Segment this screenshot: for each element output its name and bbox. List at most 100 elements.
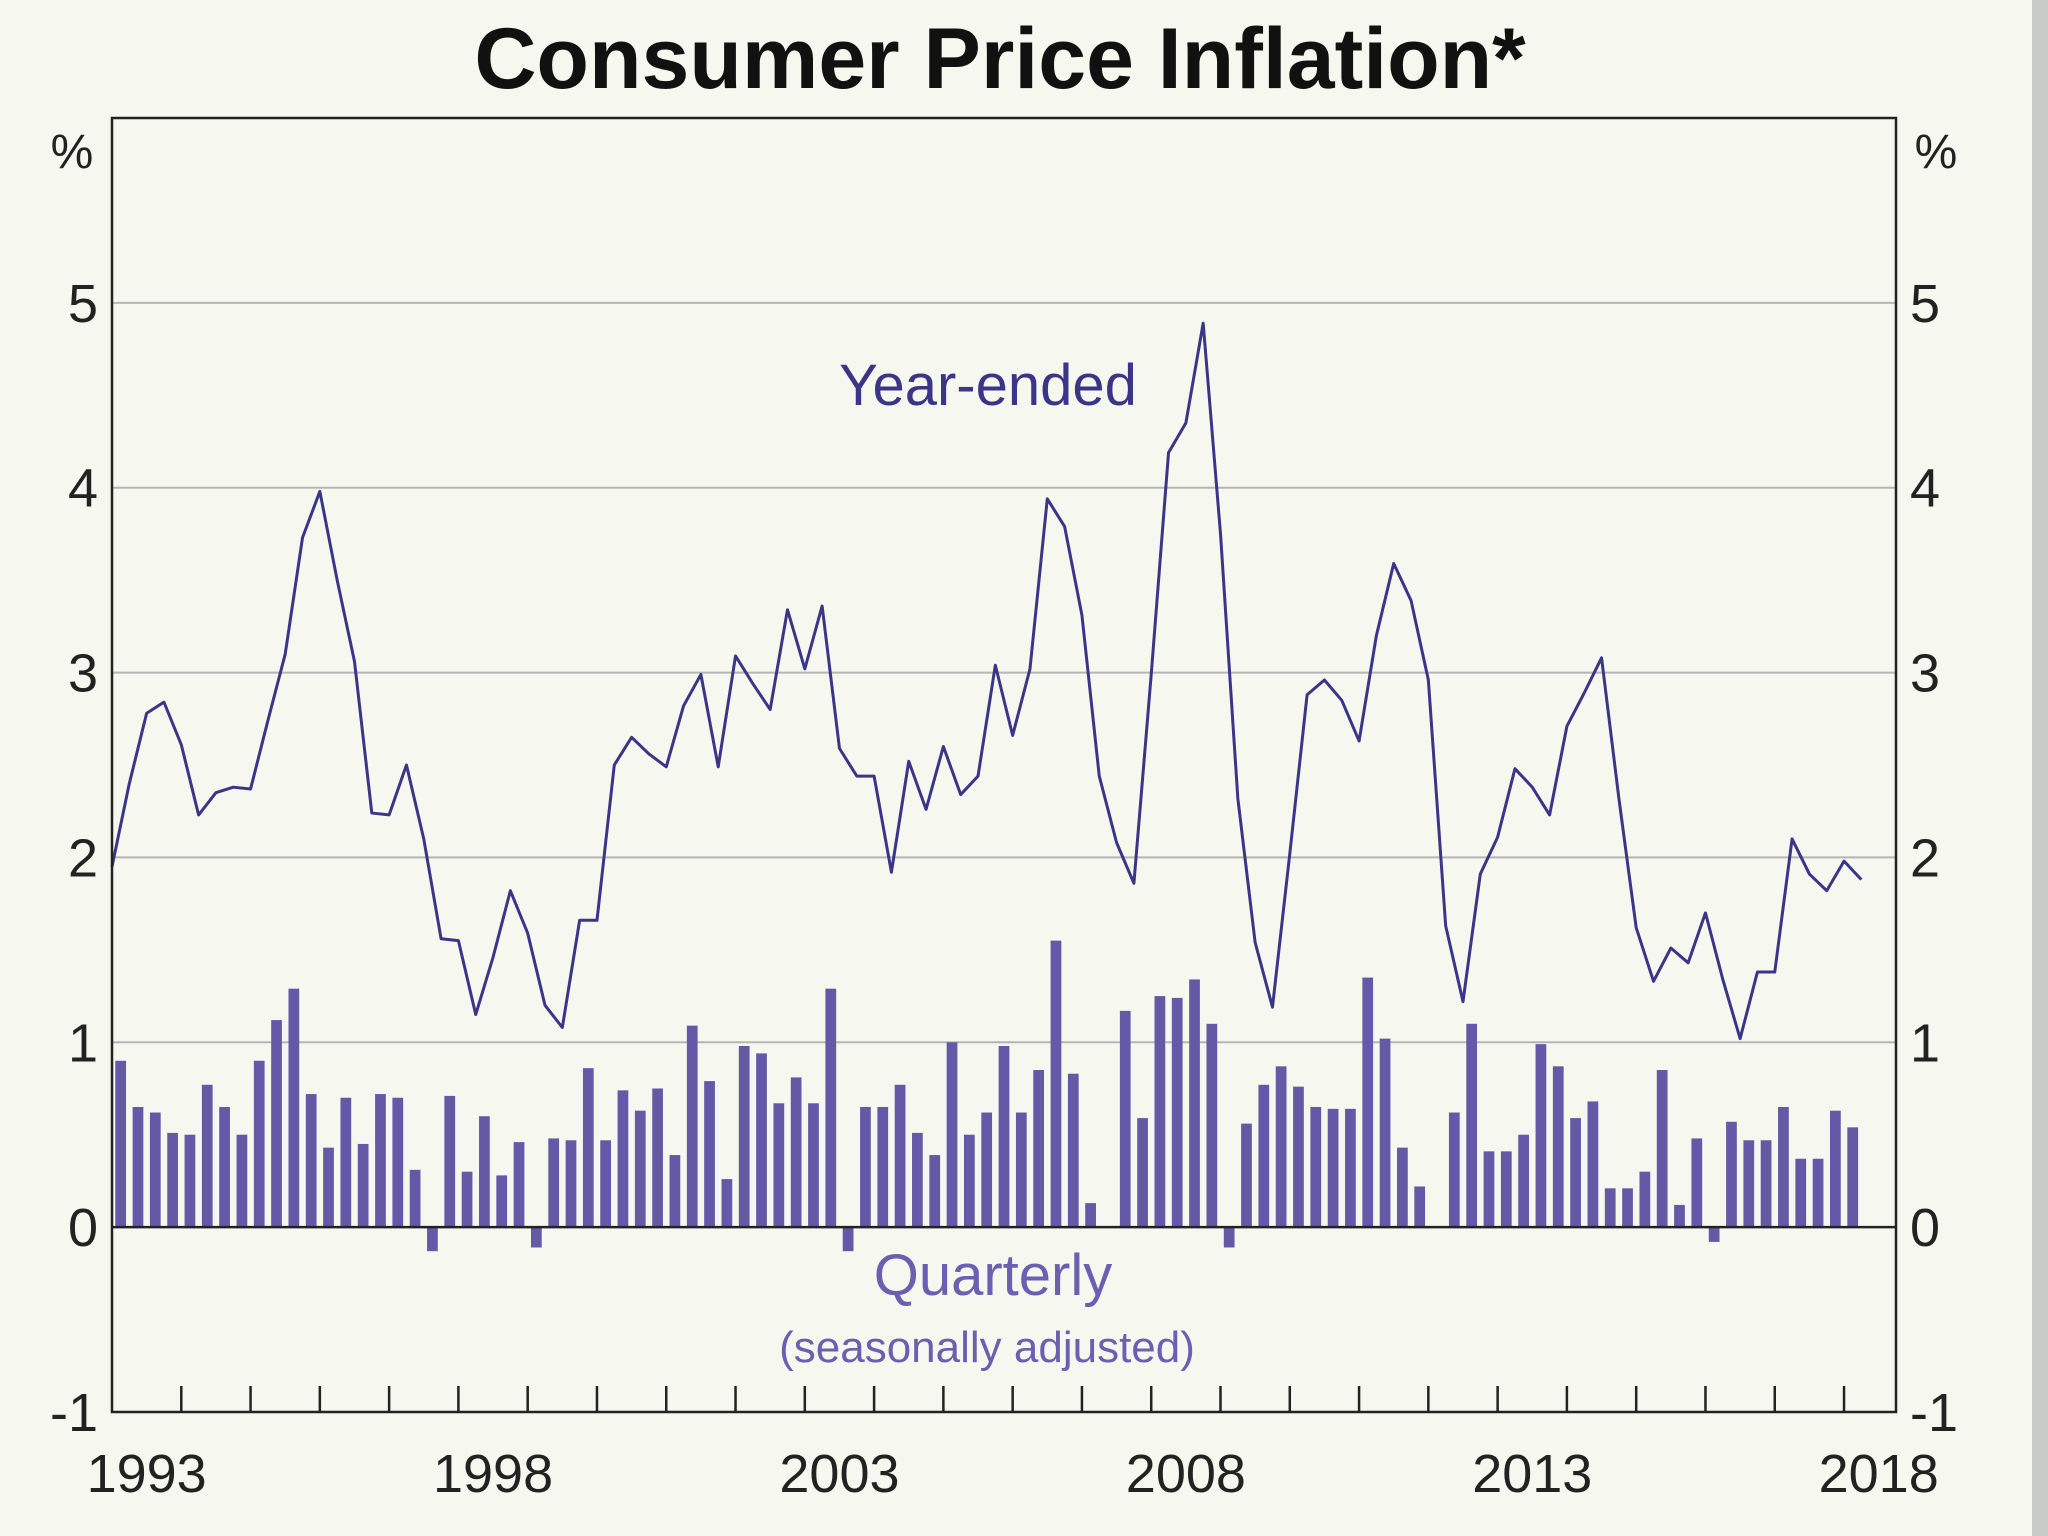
x-tick-label-2013: 2013 xyxy=(1472,1444,1592,1504)
chart-title: Consumer Price Inflation* xyxy=(474,11,1526,107)
y-tick-label-left: 0 xyxy=(68,1198,98,1258)
bar-quarterly xyxy=(582,1068,594,1228)
bar-quarterly xyxy=(132,1106,144,1228)
bar-quarterly xyxy=(1691,1138,1703,1228)
y-unit-label-right: % xyxy=(1915,126,1958,179)
bar-quarterly xyxy=(1570,1118,1581,1228)
bar-quarterly xyxy=(548,1138,560,1228)
annotation-year-ended: Year-ended xyxy=(839,353,1137,418)
y-tick-label-right: 1 xyxy=(1910,1013,1940,1073)
bar-quarterly xyxy=(1414,1186,1426,1228)
bar-quarterly xyxy=(1604,1188,1616,1228)
bar-quarterly xyxy=(1535,1044,1547,1228)
bar-quarterly xyxy=(1795,1158,1807,1228)
bar-quarterly xyxy=(323,1147,334,1228)
y-tick-label-right: 4 xyxy=(1910,459,1940,519)
bar-quarterly xyxy=(1137,1118,1148,1228)
y-tick-label-right: 5 xyxy=(1910,274,1940,334)
y-tick-label-left: 2 xyxy=(68,828,98,888)
bar-quarterly xyxy=(271,1020,282,1228)
bar-quarterly xyxy=(149,1112,161,1228)
y-tick-label-left: 3 xyxy=(68,644,98,704)
bar-quarterly xyxy=(167,1132,178,1228)
bar-quarterly xyxy=(738,1045,750,1228)
y-tick-label-right: 2 xyxy=(1910,828,1940,888)
bar-quarterly xyxy=(1310,1106,1322,1228)
bar-quarterly xyxy=(634,1110,646,1228)
bar-quarterly xyxy=(1067,1073,1079,1228)
bar-quarterly xyxy=(565,1140,577,1228)
bar-quarterly xyxy=(1552,1066,1564,1228)
bar-quarterly xyxy=(1293,1086,1304,1228)
bar-quarterly xyxy=(1275,1066,1287,1228)
bar-quarterly xyxy=(513,1142,525,1228)
bar-quarterly xyxy=(479,1116,490,1228)
y-tick-label-left: 1 xyxy=(68,1013,98,1073)
bar-quarterly xyxy=(1189,979,1200,1228)
bar-quarterly xyxy=(669,1155,681,1228)
bar-quarterly xyxy=(1223,1227,1235,1248)
line-year-ended xyxy=(110,321,1863,1041)
bar-quarterly xyxy=(1085,1203,1096,1228)
bar-quarterly xyxy=(253,1060,265,1228)
bar-quarterly xyxy=(115,1060,127,1228)
y-tick-label-right: -1 xyxy=(1910,1383,1958,1443)
bar-quarterly xyxy=(1396,1147,1408,1228)
bar-quarterly xyxy=(1483,1151,1495,1228)
bar-quarterly xyxy=(1778,1106,1789,1228)
bar-quarterly xyxy=(1119,1010,1131,1228)
bar-quarterly xyxy=(790,1077,802,1228)
bar-quarterly xyxy=(1466,1023,1478,1228)
bar-quarterly xyxy=(894,1084,906,1228)
bar-quarterly xyxy=(1726,1121,1737,1228)
bar-quarterly xyxy=(1674,1204,1685,1228)
bar-quarterly xyxy=(652,1088,663,1228)
bar-quarterly xyxy=(1500,1151,1512,1228)
y-tick-label-left: -1 xyxy=(50,1383,98,1443)
plot-frame xyxy=(110,116,1898,1414)
bar-quarterly xyxy=(219,1106,230,1228)
bar-quarterly xyxy=(288,988,300,1228)
bar-quarterly xyxy=(808,1103,819,1228)
bar-quarterly xyxy=(427,1227,438,1252)
y-tick-label-left: 5 xyxy=(68,274,98,334)
bar-quarterly xyxy=(686,1025,698,1228)
bar-quarterly xyxy=(617,1090,629,1228)
bar-quarterly xyxy=(1639,1171,1651,1228)
bar-quarterly xyxy=(1033,1070,1045,1228)
x-tick-label-2003: 2003 xyxy=(779,1444,899,1504)
x-tick-label-1998: 1998 xyxy=(433,1444,553,1504)
bar-quarterly xyxy=(1518,1134,1529,1228)
bar-quarterly xyxy=(1587,1101,1599,1228)
y-unit-label-left: % xyxy=(51,126,94,179)
bar-quarterly xyxy=(1622,1188,1633,1228)
bar-quarterly xyxy=(1812,1158,1824,1228)
bar-quarterly xyxy=(375,1094,386,1228)
bar-quarterly xyxy=(1154,996,1166,1228)
bar-quarterly xyxy=(929,1155,941,1228)
bar-quarterly xyxy=(305,1094,317,1228)
bar-quarterly xyxy=(184,1134,196,1228)
grid-layer xyxy=(112,301,1896,1044)
bar-quarterly xyxy=(877,1106,889,1228)
y-tick-label-left: 4 xyxy=(68,459,98,519)
bar-quarterly xyxy=(963,1134,975,1228)
bar-quarterly xyxy=(1171,997,1183,1228)
bar-quarterly xyxy=(912,1132,923,1228)
x-tick-label-1993: 1993 xyxy=(87,1444,207,1504)
bar-quarterly xyxy=(1448,1112,1460,1228)
bar-quarterly xyxy=(842,1227,854,1252)
annotation-quarterly: Quarterly xyxy=(874,1243,1113,1308)
bar-quarterly xyxy=(530,1227,542,1248)
bar-quarterly xyxy=(1379,1038,1391,1228)
x-tick-label-2018: 2018 xyxy=(1819,1444,1939,1504)
bar-quarterly xyxy=(1847,1127,1859,1228)
bar-quarterly xyxy=(1015,1112,1027,1228)
bar-quarterly xyxy=(860,1106,871,1228)
bar-quarterly xyxy=(1241,1123,1252,1228)
bar-quarterly xyxy=(409,1169,421,1228)
y-tick-label-right: 3 xyxy=(1910,644,1940,704)
bar-quarterly xyxy=(461,1171,473,1228)
x-tick-label-2008: 2008 xyxy=(1126,1444,1246,1504)
